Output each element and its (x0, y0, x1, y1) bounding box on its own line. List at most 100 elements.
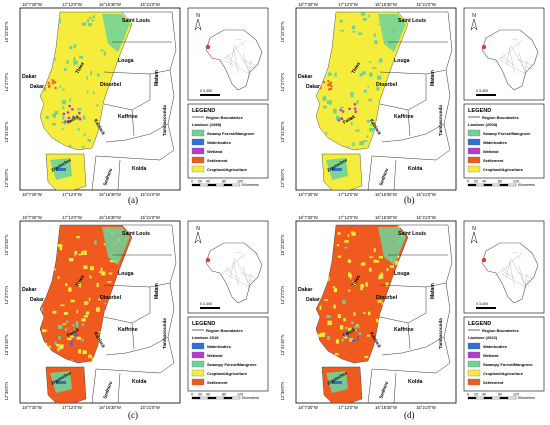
scale-label: 20 (474, 180, 478, 184)
landuse-patch (333, 304, 336, 309)
mangrove-patch (344, 326, 348, 330)
landuse-patch (100, 49, 104, 52)
label-matam: Matam (430, 70, 436, 86)
label-fatick: Fatick (66, 327, 80, 338)
landuse-patch (54, 268, 56, 271)
landuse-patch (326, 100, 332, 104)
landuse-patch (94, 240, 97, 245)
landuse-patch (367, 86, 369, 88)
wetland-patch (78, 117, 82, 121)
mangrove-patch (357, 325, 360, 329)
region-boundary (117, 372, 121, 404)
landuse-patch (352, 281, 356, 286)
country-border (236, 252, 242, 254)
landuse-patch (82, 350, 87, 355)
label-kaffrine: Kaffrine (394, 114, 414, 120)
landuse-strip (315, 224, 409, 364)
wetland-patch (353, 102, 357, 106)
landuse-patch (316, 333, 321, 338)
landuse-patch (79, 55, 84, 59)
landuse-patch (367, 311, 371, 316)
landuse-patch (52, 113, 56, 118)
wetland-patch (62, 112, 66, 116)
landuse-patch (361, 140, 364, 145)
scale-label: 0 (467, 393, 469, 397)
lat-tick-left: 14°27'0"N (280, 286, 285, 305)
landuse-patch (82, 145, 85, 149)
legend-entry-label: Swamp Forest/Mangrove (483, 131, 531, 136)
landuse-patch (359, 141, 364, 146)
landuse-patch (370, 122, 374, 126)
country-border (225, 270, 240, 280)
country-border (248, 60, 252, 78)
landuse-patch (369, 61, 372, 64)
landuse-patch (88, 16, 92, 19)
landuse-patch (90, 266, 94, 271)
scale-segment (199, 396, 209, 400)
landuse-patch (377, 75, 382, 80)
country-border (249, 279, 257, 282)
country-border (232, 39, 247, 52)
landuse-patch (62, 115, 65, 120)
landuse-patch (66, 60, 69, 64)
region-boundary (425, 282, 447, 288)
country-border (501, 270, 516, 280)
country-border (248, 273, 252, 291)
scale-segment (231, 183, 241, 187)
landuse-patch (326, 315, 331, 318)
country-border (518, 52, 526, 75)
label-tambacounda: Tambacounda (162, 318, 167, 349)
landuse-patch (367, 14, 370, 18)
landuse-patch (65, 283, 68, 287)
landuse-patch (109, 260, 114, 263)
landuse-patch (353, 312, 356, 316)
mangrove-patch (343, 333, 347, 337)
label-louga: Louga (118, 58, 134, 64)
scale-label: 80 (222, 393, 226, 397)
panel-d: Saint Louis Louga Diourbel Dakar Dakar Thies F… (276, 213, 548, 423)
landuse-patch (98, 330, 102, 334)
scale-label: 20 (198, 180, 202, 184)
legend-entry-label: Cropland/Agriculture (207, 167, 248, 172)
landuse-patch (347, 259, 351, 263)
landuse-patch (45, 329, 48, 332)
landuse-patch (58, 336, 61, 340)
settlement-patch (47, 85, 51, 89)
landuse-patch (360, 262, 365, 266)
scale-segment (207, 396, 217, 400)
landuse-patch (81, 318, 86, 322)
legend-swatch (191, 369, 205, 377)
landuse-patch (366, 120, 371, 123)
country-border (517, 59, 534, 66)
settlement-patch (322, 80, 326, 84)
landuse-patch (378, 274, 384, 279)
mangrove-patch (341, 338, 344, 342)
scale-segment (191, 183, 201, 187)
landuse-patch (60, 304, 65, 307)
scale-segment (215, 183, 225, 187)
label-fatick: Fatick (342, 114, 356, 125)
scale-segment (215, 396, 225, 400)
landuse-patch (77, 281, 81, 286)
country-border (233, 48, 239, 73)
country-border (509, 48, 515, 73)
landuse-patch (96, 307, 100, 312)
scale-segment (491, 183, 501, 187)
landuse-patch (62, 323, 66, 325)
region-boundary (91, 368, 97, 404)
region-boundary (393, 159, 397, 191)
landuse-patch (319, 305, 322, 310)
landuse-patch (76, 336, 81, 340)
landuse-patch (89, 275, 91, 278)
north-arrow (194, 231, 202, 244)
senegal-highlight (481, 44, 487, 50)
region-boundary (425, 69, 447, 75)
country-border (226, 54, 232, 60)
wetland-patch (348, 107, 351, 111)
landuse-patch (97, 73, 100, 77)
label-sedhiou: Sedhiou (102, 380, 113, 399)
lat-tick-left: 14°27'0"N (280, 73, 285, 92)
caption-b: (b) (404, 195, 415, 205)
landuse-patch (336, 244, 340, 247)
